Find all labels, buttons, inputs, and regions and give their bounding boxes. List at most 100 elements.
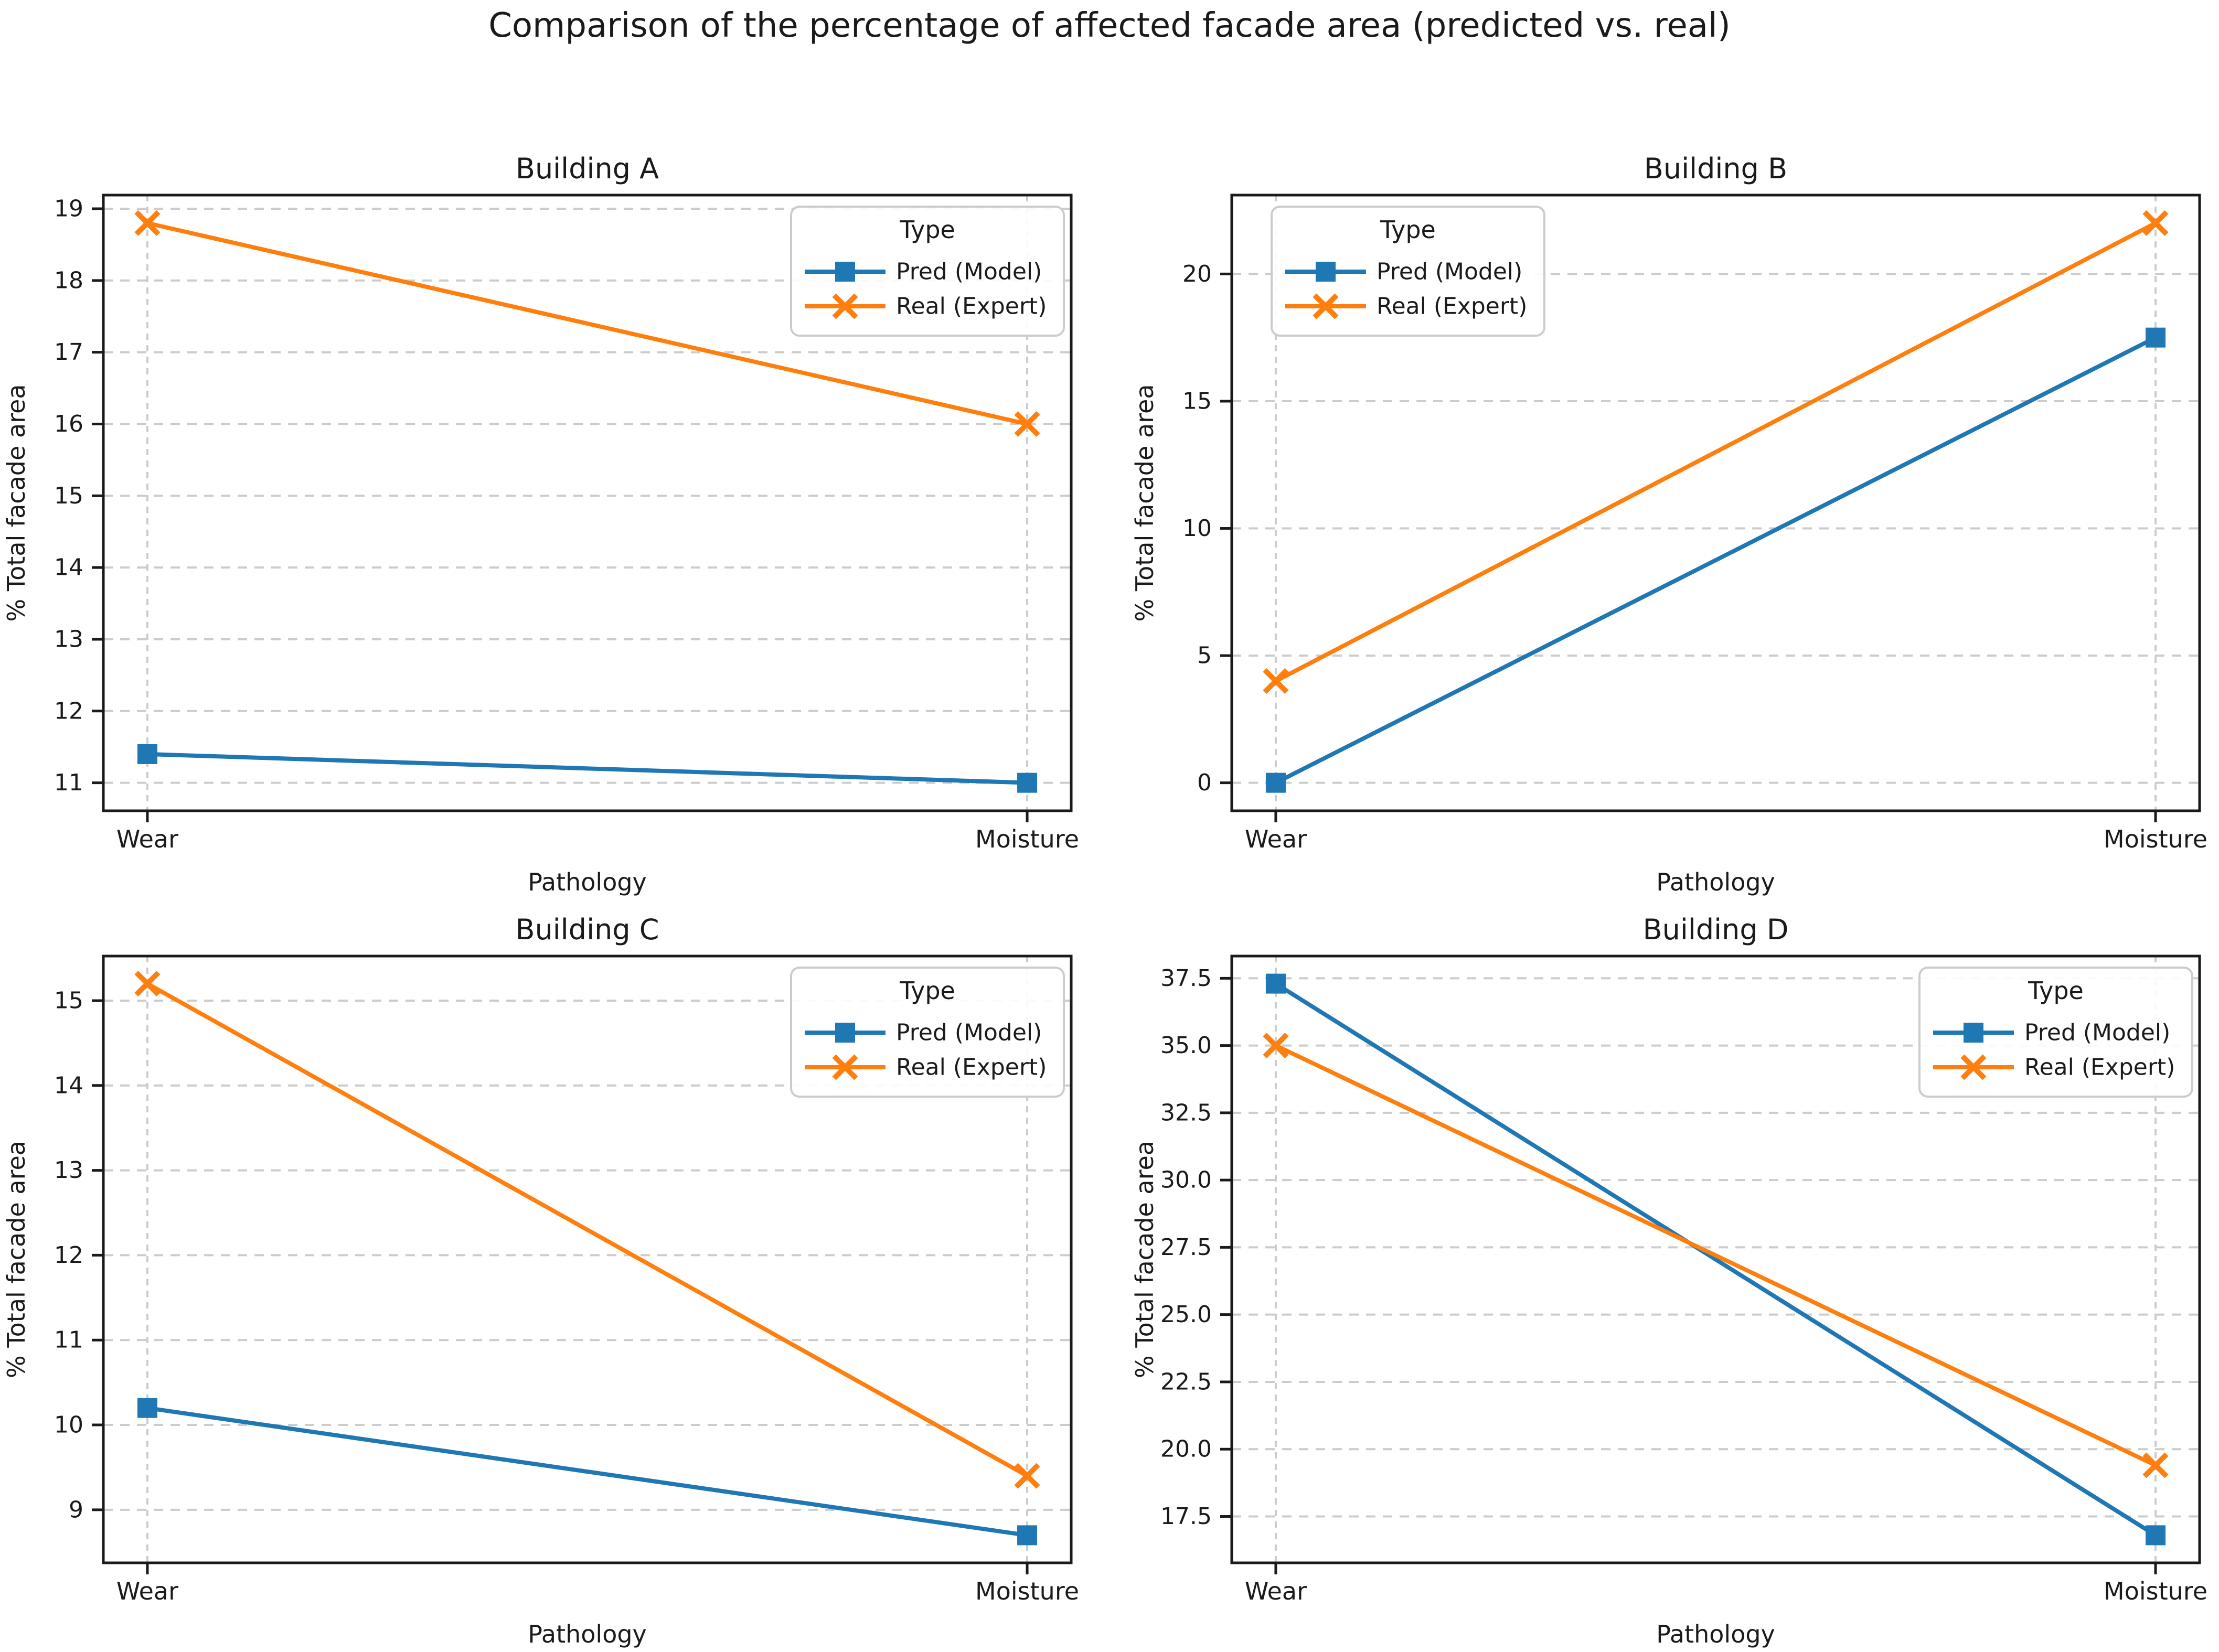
y-axis-label: % Total facade area bbox=[1130, 384, 1159, 622]
legend-box bbox=[1918, 967, 2193, 1098]
chart-building-a: 11 12 13 14 15 16 17 18 19 Wear Moisture Building A… bbox=[2, 152, 1079, 896]
x-axis-label: Pathology bbox=[1656, 1620, 1775, 1648]
axes-frame bbox=[102, 954, 1073, 1564]
legend-box bbox=[790, 967, 1065, 1098]
y-axis-label: % Total facade area bbox=[2, 384, 30, 622]
legend-entry-label: Real (Expert) bbox=[896, 1054, 1047, 1081]
y-tick-label: 17.5 bbox=[1160, 1503, 1212, 1530]
legend-pred-marker bbox=[1964, 1023, 1983, 1043]
y-tick-label: 0 bbox=[1197, 769, 1212, 796]
x-tick-label: Moisture bbox=[2104, 1577, 2207, 1605]
y-tick-label: 18 bbox=[54, 267, 83, 294]
y-tick-label: 15 bbox=[54, 482, 83, 509]
y-tick-label: 37.5 bbox=[1160, 965, 1212, 992]
y-tick-label: 14 bbox=[54, 1072, 83, 1099]
chart-building-d: 17.5 20.0 22.5 25.0 27.5 30.0 32.5 35.0 37.5 Wear… bbox=[1130, 913, 2207, 1648]
real-marker bbox=[1263, 668, 1289, 694]
y-tick-label: 20 bbox=[1182, 261, 1212, 287]
y-tick-label: 13 bbox=[54, 1157, 83, 1184]
real-series-line bbox=[1275, 221, 2157, 683]
subplot-title: Building B bbox=[1644, 152, 1787, 185]
legend-entry-label: Real (Expert) bbox=[1377, 293, 1527, 320]
legend-title: Type bbox=[1380, 216, 1436, 244]
x-axis-label: Pathology bbox=[528, 868, 647, 896]
figure-title: Comparison of the percentage of affected… bbox=[488, 6, 1731, 45]
y-tick-label: 15 bbox=[54, 987, 83, 1014]
chart-building-b: 0 5 10 15 20 Wear Moisture Building B Pathology%… bbox=[1130, 152, 2207, 896]
y-tick-label: 22.5 bbox=[1160, 1368, 1212, 1395]
real-series-line bbox=[146, 982, 1029, 1478]
legend-real-marker bbox=[832, 1054, 858, 1080]
legend-entry-label: Real (Expert) bbox=[2024, 1054, 2175, 1081]
legend: Type Pred (Model) Real (Expert) bbox=[1918, 967, 2193, 1098]
pred-series-line bbox=[1275, 336, 2157, 785]
subplot-title: Building A bbox=[516, 152, 659, 185]
real-marker bbox=[2142, 210, 2169, 236]
y-tick-label: 12 bbox=[54, 1242, 83, 1269]
axes-frame bbox=[1230, 954, 2201, 1564]
pred-series-line bbox=[1274, 982, 2157, 1537]
legend-title: Type bbox=[2028, 977, 2084, 1005]
pred-marker bbox=[137, 744, 157, 764]
pred-marker bbox=[1017, 1525, 1038, 1546]
y-tick-label: 32.5 bbox=[1160, 1099, 1212, 1126]
y-tick-label: 25.0 bbox=[1160, 1301, 1212, 1328]
real-series-line bbox=[147, 221, 1028, 426]
legend-entry-label: Real (Expert) bbox=[896, 293, 1047, 320]
y-axis-label: % Total facade area bbox=[1130, 1141, 1159, 1378]
pred-marker bbox=[2146, 327, 2166, 348]
y-tick-label: 17 bbox=[54, 339, 83, 366]
legend-pred-marker bbox=[835, 262, 855, 282]
x-tick-label: Wear bbox=[116, 825, 178, 853]
x-tick-label: Moisture bbox=[975, 825, 1079, 853]
real-marker bbox=[2142, 1452, 2169, 1478]
y-tick-label: 9 bbox=[69, 1496, 83, 1523]
legend: Type Pred (Model) Real (Expert) bbox=[1271, 206, 1545, 337]
subplot-title: Building D bbox=[1643, 913, 1789, 946]
y-tick-label: 13 bbox=[54, 626, 83, 652]
pred-series-line bbox=[147, 752, 1028, 785]
y-tick-label: 5 bbox=[1197, 642, 1212, 669]
legend-title: Type bbox=[899, 216, 955, 244]
pred-marker bbox=[1265, 973, 1286, 994]
legend-box bbox=[1271, 206, 1545, 337]
chart-building-c: 9 10 11 12 13 14 15 Wear Moisture Building C Patho… bbox=[2, 913, 1079, 1648]
legend-entry-label: Pred (Model) bbox=[896, 259, 1042, 285]
y-tick-label: 10 bbox=[1182, 515, 1212, 542]
y-tick-label: 15 bbox=[1182, 388, 1212, 414]
legend-title: Type bbox=[899, 977, 955, 1005]
pred-marker bbox=[1017, 773, 1038, 793]
legend-real-marker bbox=[832, 293, 858, 319]
real-marker bbox=[134, 971, 161, 997]
legend: Type Pred (Model) Real (Expert) bbox=[790, 206, 1065, 337]
legend-entry-label: Pred (Model) bbox=[1377, 259, 1522, 285]
legend-real-marker bbox=[1313, 293, 1339, 319]
legend: Type Pred (Model) Real (Expert) bbox=[790, 967, 1065, 1098]
x-tick-label: Wear bbox=[1245, 1577, 1307, 1605]
y-axis-label: % Total facade area bbox=[2, 1141, 30, 1378]
legend-entry-label: Pred (Model) bbox=[896, 1020, 1042, 1046]
x-axis-label: Pathology bbox=[528, 1620, 647, 1648]
x-axis-label: Pathology bbox=[1656, 868, 1775, 896]
legend-pred-marker bbox=[1316, 262, 1336, 282]
y-tick-label: 11 bbox=[54, 1327, 83, 1354]
pred-marker bbox=[137, 1398, 157, 1418]
real-marker bbox=[1014, 1463, 1040, 1489]
legend-real-marker bbox=[1960, 1054, 1987, 1080]
y-tick-label: 11 bbox=[54, 769, 83, 796]
y-tick-label: 20.0 bbox=[1160, 1436, 1212, 1463]
pred-marker bbox=[1265, 773, 1286, 793]
x-tick-label: Moisture bbox=[975, 1577, 1079, 1605]
y-tick-label: 19 bbox=[54, 195, 83, 222]
real-series-line bbox=[1275, 1043, 2157, 1467]
real-marker bbox=[134, 210, 161, 236]
subplot-title: Building C bbox=[516, 913, 659, 946]
x-tick-label: Moisture bbox=[2104, 825, 2207, 853]
y-tick-label: 35.0 bbox=[1160, 1032, 1212, 1059]
y-tick-label: 27.5 bbox=[1160, 1234, 1212, 1261]
real-marker bbox=[1014, 411, 1040, 437]
y-tick-label: 14 bbox=[54, 554, 83, 581]
pred-marker bbox=[2146, 1525, 2166, 1546]
